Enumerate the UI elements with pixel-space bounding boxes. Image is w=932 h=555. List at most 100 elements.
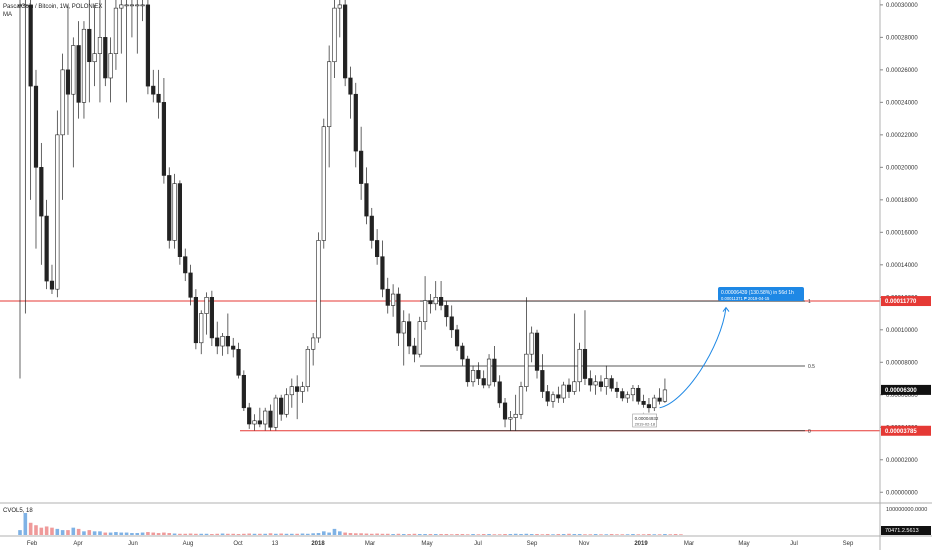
candle-body [561,384,566,399]
x-tick-label: Mar [684,541,694,547]
volume-bar [263,533,267,535]
volume-bar [135,533,140,535]
candle-body [380,256,385,290]
candle-body [204,297,209,314]
candle-body [156,93,161,103]
y-tick-label: 0.00000000 [886,490,918,496]
candle-body [566,384,572,392]
projection-label-box [718,287,804,301]
volume-bar [647,534,651,535]
y-tick-label: 0.00016000 [886,230,918,236]
volume-bar [92,531,97,535]
last-price-tag-text: 0.00006300 [885,388,917,394]
candle-body [550,394,556,402]
volume-bar [588,534,593,535]
candle-body [449,316,454,331]
volume-bar [71,527,76,535]
volume-bar [593,534,598,535]
candle-body [97,37,103,54]
candle-body [337,4,342,9]
fib-level-1-label: 1 [808,299,811,305]
volume-bar [220,533,225,535]
support-price-tag-text: 0.00003785 [885,429,917,435]
x-axis[interactable]: Feb Apr Jun Aug Oct 13 2018 Mar May Jul Sep Nov 2019… [0,535,932,547]
x-tick-label: 2018 [311,541,325,547]
volume-bar [364,533,369,535]
candle-body [119,4,124,9]
volume-indicator-label: CVOL5, 18 [3,508,33,514]
x-tick-label: Sep [527,541,538,547]
candle-body [502,402,508,420]
x-tick-label: Oct [233,541,243,547]
levels-layer: 10.50 [0,299,880,435]
candle-body [438,297,444,306]
candle-body [609,378,614,389]
volume-bar [620,534,625,535]
y-tick-label: 0.00018000 [886,198,918,204]
y-axis[interactable]: 0.00030000 0.00028000 0.00026000 0.00024000… [879,0,931,550]
volume-value-tag-text: 70471.2.5613 [885,528,919,534]
volume-bar [679,534,683,535]
volume-bar [300,533,305,535]
candle-body [348,77,353,95]
volume-bar [391,534,395,535]
projection-label-line2: 0.00011371 ₱ 2019-04-15 [721,296,770,301]
candle-body [412,345,417,355]
candle-body [625,394,630,399]
candle-body [444,305,449,318]
volume-bar [423,534,427,535]
candle-body [215,337,220,347]
candle-body [23,4,28,7]
candles-layer [17,0,668,431]
volume-bar [503,534,507,535]
volume-bar [28,522,33,535]
volume-bar [242,533,246,535]
candle-body [92,53,97,63]
candle-body [44,215,49,282]
volume-bar [540,534,545,535]
candle-body [193,297,198,344]
volume-bar [98,531,102,535]
volume-bar [513,533,518,535]
y-tick-label: 0.00022000 [886,133,918,139]
x-tick-label: Jun [128,541,138,547]
volume-bar [151,532,156,535]
y-tick-label: 0.00020000 [886,165,918,171]
volume-bar [641,534,646,535]
candle-body [513,413,518,418]
y-tick-label: 0.00028000 [886,35,918,41]
resistance-price-tag-bg [881,296,931,307]
candle-body [316,240,321,339]
volume-bar [535,534,539,535]
candle-body [33,85,39,168]
candle-body [81,28,87,103]
legend-title: PascalCoin / Bitcoin, 1W, POLONIEX [3,4,103,10]
candle-body [652,397,657,409]
volume-bar [465,534,470,535]
candle-body [108,53,113,79]
volume-bar [119,532,124,535]
volume-bar [444,534,449,535]
x-tick-label: Apr [73,541,82,547]
candle-body [295,386,300,392]
candle-body [433,297,438,305]
candle-body [177,183,183,257]
candle-body [604,378,609,387]
volume-bar [492,534,497,535]
volume-bar [82,531,86,535]
fib-level-0-5-label: 0.5 [808,364,815,370]
candle-body [60,69,65,136]
volume-bar [375,533,379,535]
candle-body [476,370,481,379]
volume-bar [130,533,134,535]
volume-bar [316,533,321,535]
volume-bar [348,533,353,535]
x-tick-label: Feb [27,541,38,547]
candle-body [518,386,524,415]
volume-bar [668,534,673,535]
volume-bar [199,533,204,535]
volume-bar [417,534,422,535]
candle-body [327,61,332,128]
